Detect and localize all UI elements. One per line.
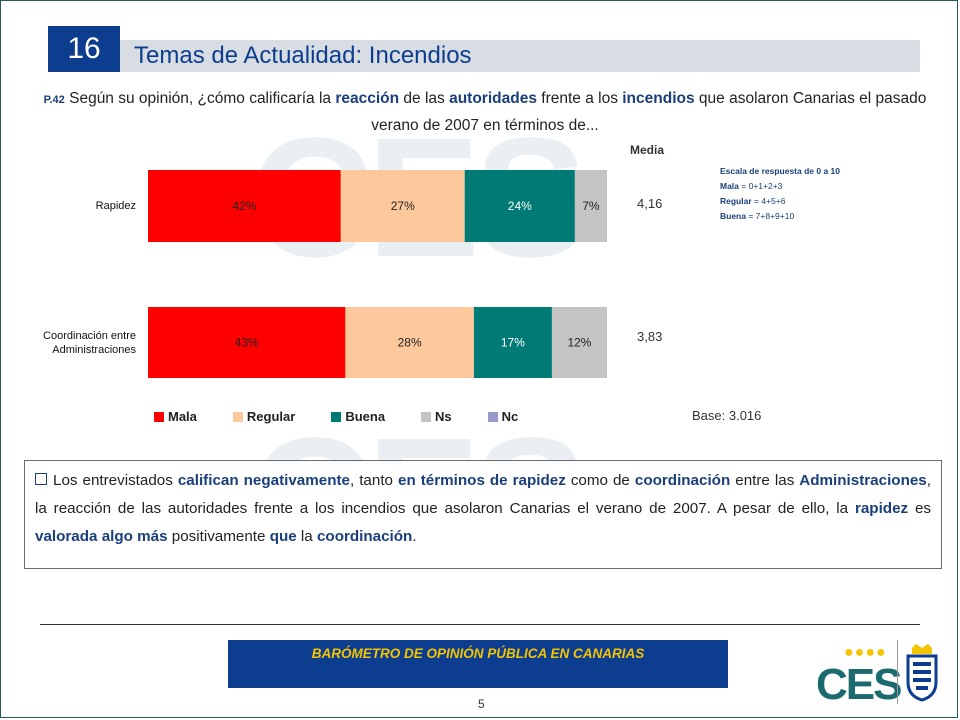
logo-separator xyxy=(897,640,898,704)
base-note: Base: 3.016 xyxy=(692,408,762,423)
bar-segment-buena xyxy=(473,307,552,378)
data-label: 42% xyxy=(232,199,256,213)
media-value-coordinacion: 3,83 xyxy=(637,329,663,344)
question-body: Según su opinión, ¿cómo calificaría la r… xyxy=(69,90,926,134)
summary-fragment: entre las xyxy=(730,472,800,489)
question-fragment: frente a los xyxy=(536,90,623,107)
question-fragment: de las xyxy=(399,90,450,107)
scale-line-buena: Buena = 7+8+9+10 xyxy=(720,211,795,221)
chart-legend: Mala Regular Buena Ns Nc xyxy=(154,409,554,424)
legend-swatch xyxy=(154,411,164,422)
data-label: 12% xyxy=(567,336,591,350)
canarias-crest-icon xyxy=(906,644,938,702)
legend-swatch xyxy=(421,411,432,422)
summary-fragment: , la reacción de las autoridades frente … xyxy=(35,472,931,517)
scale-line-regular: Regular = 4+5+6 xyxy=(720,196,786,206)
footer-banner xyxy=(228,640,728,688)
summary-fragment: , tanto xyxy=(349,472,399,489)
scale-heading: Escala de respuesta de 0 a 10 xyxy=(720,166,841,176)
legend-label: Mala xyxy=(168,409,197,424)
legend-swatch xyxy=(232,411,243,422)
scale-note: Escala de respuesta de 0 a 10 Mala = 0+1… xyxy=(720,164,840,224)
legend-item-buena: Buena xyxy=(331,409,385,424)
footer-banner-text: BARÓMETRO DE OPINIÓN PÚBLICA EN CANARIAS xyxy=(311,646,645,661)
legend-label: Ns xyxy=(435,409,452,424)
bar-segment-mala xyxy=(148,307,346,378)
question-text: P.42 Según su opinión, ¿cómo calificaría… xyxy=(30,86,940,139)
data-label: 27% xyxy=(391,199,415,213)
summary-fragment: Administraciones xyxy=(799,472,927,489)
question-fragment: incendios xyxy=(622,90,695,107)
summary-fragment: coordinación xyxy=(634,472,731,489)
summary-fragment: positivamente xyxy=(167,528,270,545)
summary-fragment: califican negativamente xyxy=(177,472,350,489)
legend-swatch xyxy=(331,411,342,422)
data-label: 7% xyxy=(582,199,600,213)
summary-fragment: . xyxy=(412,528,417,545)
title-bar xyxy=(120,40,920,72)
category-label-line: Rapidez xyxy=(95,200,136,212)
bar-segment-mala xyxy=(148,170,341,242)
question-fragment: reacción xyxy=(335,90,400,107)
question-fragment: que asolaron Canarias el pasado verano d… xyxy=(371,90,927,134)
summary-fragment: que xyxy=(269,528,297,545)
logo-dots-icon: ●●●● xyxy=(844,644,887,661)
media-heading: Media xyxy=(630,143,665,157)
slide-number: 16 xyxy=(48,26,120,72)
bar-segment-ns xyxy=(551,307,607,378)
summary-box: Los entrevistados califican negativament… xyxy=(24,460,942,569)
ces-logo: CES xyxy=(816,660,902,709)
summary-fragment: rapidez xyxy=(854,500,909,517)
data-label: 24% xyxy=(508,199,532,213)
scale-line-mala: Mala = 0+1+2+3 xyxy=(720,181,783,191)
category-label-line: Administraciones xyxy=(52,344,136,356)
summary-fragment: como de xyxy=(565,472,635,489)
footer-divider xyxy=(40,624,920,625)
bar-segment-regular xyxy=(345,307,474,378)
legend-item-regular: Regular xyxy=(232,409,296,424)
summary-fragment: en términos de rapidez xyxy=(398,472,566,489)
category-label-line: Coordinación entre xyxy=(43,330,136,342)
legend-label: Buena xyxy=(345,409,386,424)
legend-swatch xyxy=(487,411,498,422)
legend-item-ns: Ns xyxy=(421,409,452,424)
checkbox-bullet-icon xyxy=(35,473,47,485)
bar-segment-buena xyxy=(464,170,575,242)
page-title: Temas de Actualidad: Incendios xyxy=(134,42,472,69)
page-number: 5 xyxy=(478,697,485,711)
legend-item-mala: Mala xyxy=(154,409,197,424)
summary-fragment: la xyxy=(296,528,317,545)
summary-text: Los entrevistados califican negativament… xyxy=(35,472,931,545)
media-value-rapidez: 4,16 xyxy=(637,196,663,211)
data-label: 43% xyxy=(235,336,259,350)
legend-item-nc: Nc xyxy=(487,409,519,424)
summary-fragment: es xyxy=(908,500,932,517)
bar-segment-regular xyxy=(340,170,465,242)
summary-fragment: coordinación xyxy=(316,528,413,545)
question-fragment: autoridades xyxy=(449,90,537,107)
summary-fragment: valorada algo más xyxy=(35,528,168,545)
category-label-coordinacion: Coordinación entre Administraciones xyxy=(20,329,136,357)
bar-segment-ns xyxy=(574,170,607,242)
data-label: 28% xyxy=(398,336,422,350)
question-fragment: Según su opinión, ¿cómo calificaría la xyxy=(69,90,336,107)
data-label: 17% xyxy=(501,336,525,350)
question-number: P.42 xyxy=(43,94,65,106)
legend-label: Regular xyxy=(246,409,296,424)
summary-fragment: Los entrevistados xyxy=(53,472,178,489)
legend-label: Nc xyxy=(501,409,519,424)
category-label-rapidez: Rapidez xyxy=(20,199,136,213)
